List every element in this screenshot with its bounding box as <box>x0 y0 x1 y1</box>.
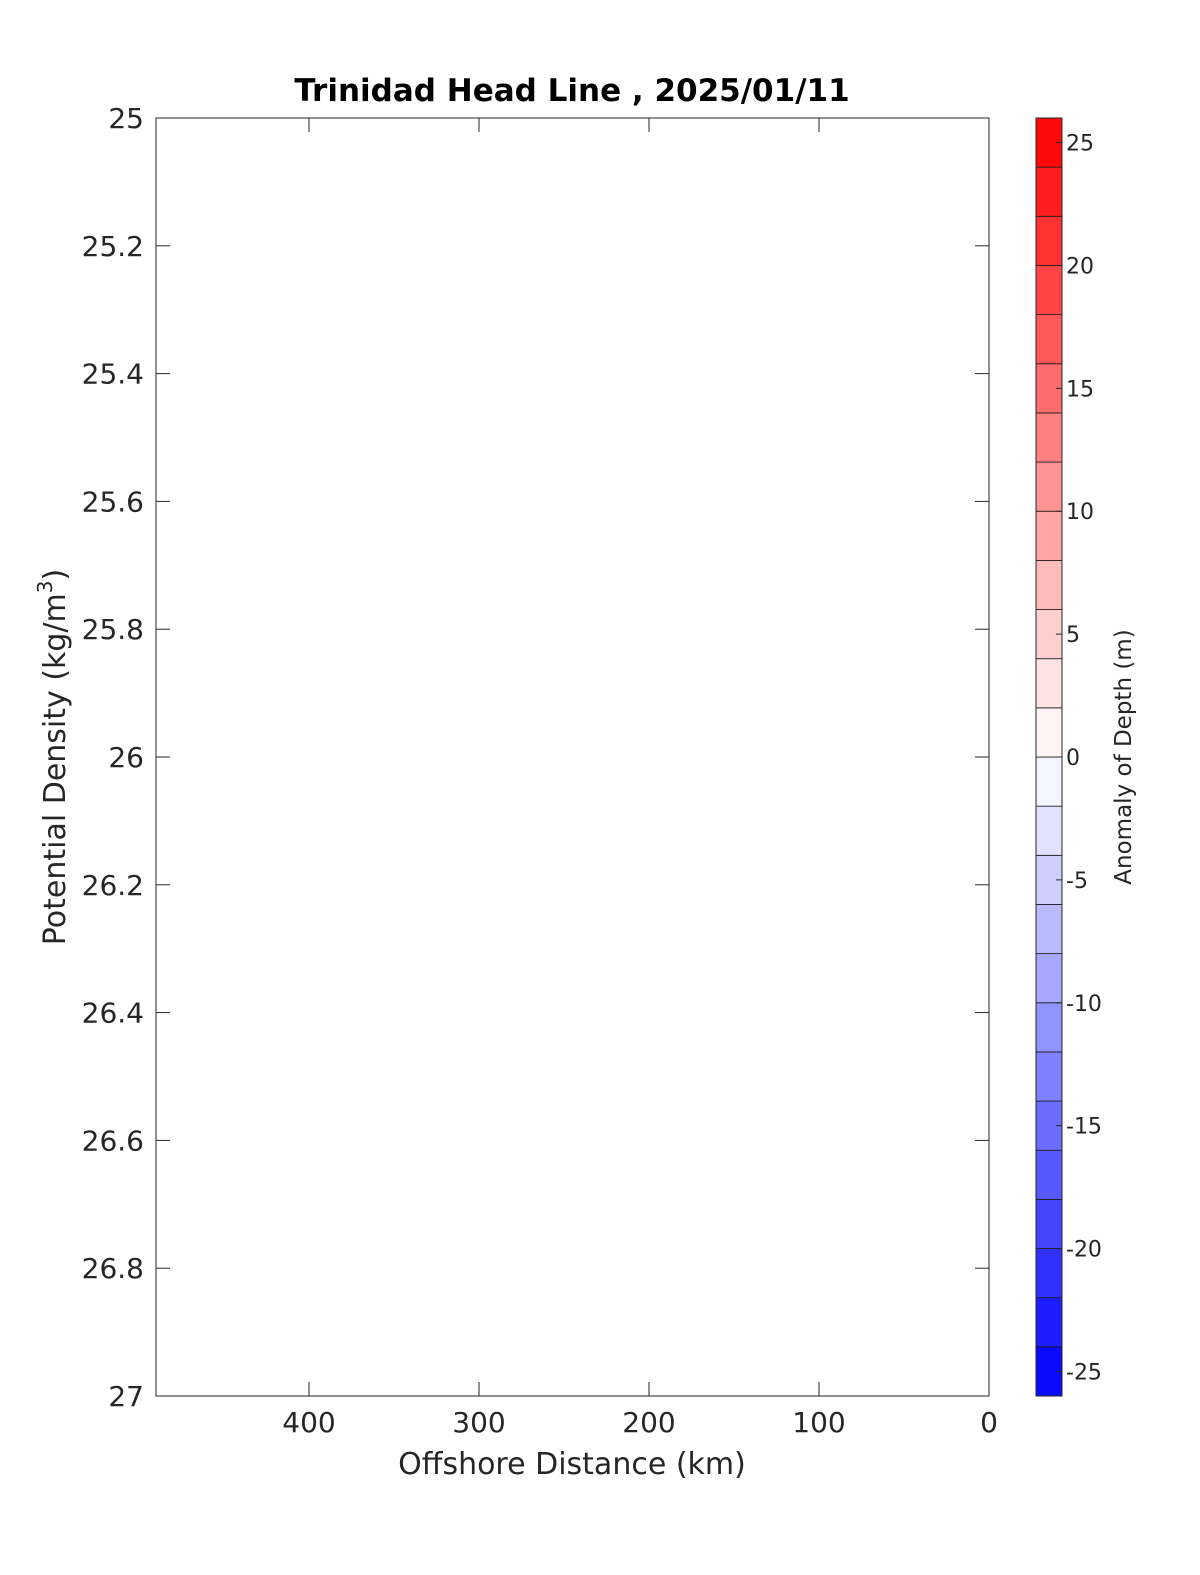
colorbar: 25 20 15 10 5 0 -5 -10 -15 -20 -25 Anomaly of Dept… <box>1035 117 1137 1397</box>
colorbar-segment <box>1035 953 1063 1004</box>
colorbar-tick-label: 20 <box>1066 254 1094 279</box>
colorbar-segment <box>1035 1002 1063 1053</box>
colorbar-segment <box>1035 215 1063 266</box>
y-tick-label: 25.6 <box>82 485 144 518</box>
colorbar-segment <box>1035 314 1063 365</box>
colorbar-tick-label: 15 <box>1066 377 1094 402</box>
y-tick-label: 25 <box>108 102 144 135</box>
y-axis-label: Potential Density (kg/m3) <box>33 569 73 945</box>
x-tick-label: 0 <box>980 1406 998 1439</box>
colorbar-segment <box>1035 1051 1063 1102</box>
colorbar-tick-label: -20 <box>1066 1238 1102 1263</box>
chart-title: Trinidad Head Line , 2025/01/11 <box>294 73 849 109</box>
colorbar-segment <box>1035 166 1063 217</box>
y-axis-label-close: ) <box>38 569 73 581</box>
y-tick-label: 26.4 <box>82 997 144 1030</box>
y-tick-label: 25.8 <box>82 613 144 646</box>
y-axis-label-base: Potential Density (kg/m <box>38 593 73 945</box>
y-axis-ticks: 25 25.2 25.4 25.6 25.8 26 26.2 26.4 26.6 26.8 27 <box>82 102 989 1413</box>
x-axis-label: Offshore Distance (km) <box>398 1447 746 1482</box>
y-tick-label: 26.2 <box>82 869 144 902</box>
y-tick-label: 25.2 <box>82 230 144 263</box>
colorbar-segment <box>1035 658 1063 709</box>
plot-background <box>156 118 989 1396</box>
y-tick-label: 26.8 <box>82 1252 144 1285</box>
colorbar-segment <box>1035 1297 1063 1348</box>
x-tick-label: 400 <box>282 1406 335 1439</box>
plot-frame <box>155 117 990 1397</box>
colorbar-segment <box>1035 559 1063 610</box>
y-tick-label: 26.6 <box>82 1124 144 1157</box>
colorbar-tick-label: 25 <box>1066 132 1094 157</box>
y-tick-label: 26 <box>108 741 144 774</box>
colorbar-tick-label: -5 <box>1066 869 1088 894</box>
x-tick-label: 300 <box>452 1406 505 1439</box>
x-tick-label: 200 <box>622 1406 675 1439</box>
colorbar-segment <box>1035 265 1063 316</box>
colorbar-segment <box>1035 412 1063 463</box>
colorbar-segment <box>1035 707 1063 758</box>
colorbar-segment <box>1035 461 1063 512</box>
y-tick-label: 25.4 <box>82 358 144 391</box>
colorbar-segments <box>1035 117 1063 1397</box>
plot-area: 25 25.2 25.4 25.6 25.8 26 26.2 26.4 26.6 26.8 27 4… <box>82 102 998 1439</box>
colorbar-label: Anomaly of Depth (m) <box>1111 629 1137 884</box>
x-axis-ticks: 400 300 200 100 0 <box>282 118 998 1439</box>
colorbar-tick-label: -15 <box>1066 1115 1102 1140</box>
y-axis-label-superscript: 3 <box>33 580 57 593</box>
y-tick-label: 27 <box>108 1380 144 1413</box>
colorbar-segment <box>1035 1198 1063 1249</box>
x-tick-label: 100 <box>792 1406 845 1439</box>
colorbar-segment <box>1035 904 1063 955</box>
colorbar-segment <box>1035 756 1063 807</box>
colorbar-segment <box>1035 1248 1063 1299</box>
colorbar-tick-label: 0 <box>1066 746 1080 771</box>
colorbar-tick-label: 10 <box>1066 500 1094 525</box>
colorbar-segment <box>1035 1149 1063 1200</box>
colorbar-tick-label: 5 <box>1066 623 1080 648</box>
colorbar-segment <box>1035 510 1063 561</box>
colorbar-ticks: 25 20 15 10 5 0 -5 -10 -15 -20 -25 <box>1056 132 1102 1385</box>
colorbar-tick-label: -25 <box>1066 1360 1102 1385</box>
colorbar-tick-label: -10 <box>1066 992 1102 1017</box>
colorbar-segment <box>1035 805 1063 856</box>
